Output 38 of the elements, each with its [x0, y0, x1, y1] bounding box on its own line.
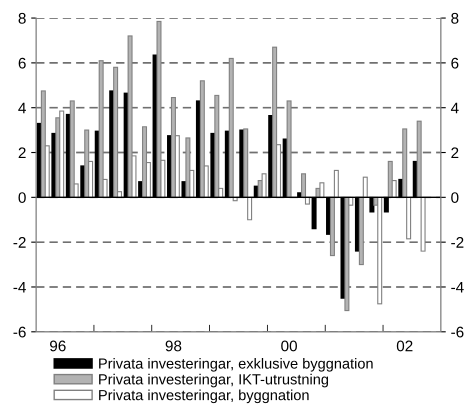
y-tick-label: 4	[18, 102, 26, 114]
bar	[262, 173, 267, 198]
bar	[286, 100, 292, 198]
y-tick-label: -2	[13, 237, 26, 248]
y2-tick-label: -2	[451, 237, 464, 248]
bar	[344, 196, 350, 312]
x-tick-label: 02	[396, 340, 412, 352]
bar	[98, 60, 104, 198]
y2-tick-label: -6	[451, 326, 464, 338]
legend-label: Privata investeringar, exklusive byggnation	[99, 358, 373, 372]
legend-label: Privata investeringar, IKT-utrustning	[99, 374, 328, 388]
y-tick-label: 0	[18, 192, 26, 204]
y2-tick-label: 2	[451, 147, 458, 158]
bar	[228, 58, 234, 198]
y-tick-label: 2	[18, 147, 26, 158]
legend-label: Privata investeringar, byggnation	[99, 390, 309, 404]
bar	[70, 100, 75, 198]
y2-tick-label: -4	[451, 282, 464, 293]
y2-tick-label: 0	[451, 192, 458, 204]
bar	[113, 66, 118, 198]
bar	[377, 196, 382, 304]
bar	[319, 182, 324, 198]
x-tick-label: 96	[50, 340, 66, 352]
y-tick-label: 6	[18, 58, 26, 69]
y2-tick-label: 8	[451, 12, 458, 24]
y-tick-label: -6	[13, 326, 26, 338]
bar	[128, 35, 133, 198]
bar	[156, 20, 162, 198]
bar	[59, 110, 64, 198]
y2-tick-label: 4	[450, 102, 459, 114]
y-tick-label: -4	[13, 282, 26, 293]
x-tick-label: 98	[166, 340, 182, 352]
bar	[272, 46, 278, 198]
y-tick-label: 8	[18, 12, 26, 24]
bar	[200, 80, 205, 198]
y2-tick-label: 6	[451, 58, 458, 69]
x-tick-label: 00	[281, 340, 297, 352]
bar	[214, 94, 220, 198]
